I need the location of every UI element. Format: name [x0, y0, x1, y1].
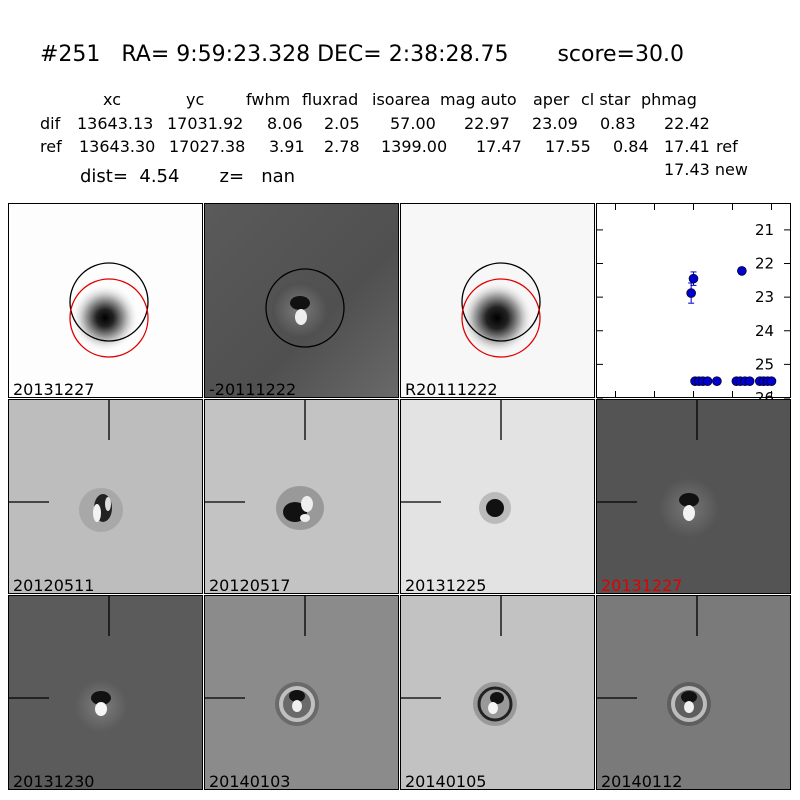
- cell-fwhm: 8.06: [267, 114, 303, 133]
- col-header-fluxrad: fluxrad: [302, 90, 359, 109]
- stamp-panel-epoch: 20140112: [596, 595, 791, 790]
- cell-fluxrad: 2.78: [324, 137, 360, 156]
- stamp-label: -20111222: [209, 380, 297, 398]
- cell-mag-auto: 17.47: [476, 137, 522, 156]
- y-tick-label: 21: [755, 221, 774, 239]
- stamp-image: [401, 400, 511, 524]
- stamp-image: [461, 262, 541, 358]
- col-header-cl-star: cl star: [581, 90, 631, 109]
- ref-suffix: ref: [716, 137, 738, 156]
- cell-xc: 13643.30: [79, 137, 156, 156]
- data-point: [712, 376, 722, 386]
- col-header-isoarea: isoarea: [372, 90, 431, 109]
- stamp-label: 20131227: [13, 380, 95, 398]
- stamp-image: [69, 262, 149, 358]
- col-header-yc: yc: [186, 90, 205, 109]
- stamp-label: 20140105: [405, 772, 487, 790]
- stamp-image: [9, 400, 123, 532]
- col-header-aper: aper: [533, 90, 570, 109]
- col-header-fwhm: fwhm: [246, 90, 291, 109]
- stamp-image: [597, 596, 711, 726]
- col-header-mag-auto: mag auto: [440, 90, 517, 109]
- cell-isoarea: 1399.00: [381, 137, 448, 156]
- cell-isoarea: 57.00: [390, 114, 436, 133]
- stamp-image: [205, 204, 398, 397]
- stamp-image: [205, 400, 324, 530]
- stamp-label: R20111222: [405, 380, 498, 398]
- cell-xc: 13643.13: [77, 114, 154, 133]
- stamp-label: 20120517: [209, 576, 291, 594]
- col-header-phmag: phmag: [641, 90, 697, 109]
- stamp-label: 20120511: [13, 576, 95, 594]
- stamp-panel-epoch: 20131230: [8, 595, 203, 790]
- black-circle: [265, 268, 345, 348]
- stamp-panel-diff-ref: -20111222: [204, 203, 399, 398]
- stamp-label: 20131230: [13, 772, 95, 790]
- stamp-panel-epoch: 20131225: [400, 399, 595, 594]
- black-circle: [69, 262, 149, 342]
- stamp-panel-ref: R20111222: [400, 203, 595, 398]
- stamp-panel-epoch-current: 20131227: [596, 399, 791, 594]
- stamp-label: 20140112: [601, 772, 683, 790]
- cell-fluxrad: 2.05: [324, 114, 360, 133]
- y-tick-label: 22: [755, 255, 774, 273]
- stamp-panel-epoch: 20140105: [400, 595, 595, 790]
- table-row-ref: ref 13643.30 17027.38 3.91 2.78 1399.00 …: [0, 137, 800, 157]
- table-row-dif: dif 13643.13 17031.92 8.06 2.05 57.00 22…: [0, 114, 800, 134]
- cell-aper: 23.09: [532, 114, 578, 133]
- candidate-title: #251 RA= 9:59:23.328 DEC= 2:38:28.75 sco…: [40, 42, 684, 67]
- stamp-label: 20131225: [405, 576, 487, 594]
- cell-yc: 17027.38: [169, 137, 246, 156]
- y-tick-label: 23: [755, 288, 774, 306]
- plot-frame: [596, 203, 791, 398]
- data-point: [702, 376, 713, 386]
- cell-phmag: 17.41: [664, 137, 710, 156]
- stamp-panel-epoch: 20140103: [204, 595, 399, 790]
- cell-cl-star: 0.83: [600, 114, 636, 133]
- stamp-image: [401, 596, 517, 726]
- red-circle: [69, 278, 149, 358]
- cell-phmag: 22.42: [664, 114, 710, 133]
- stamp-label: 20140103: [209, 772, 291, 790]
- cell-mag-auto: 22.97: [464, 114, 510, 133]
- stamp-image: [205, 596, 319, 726]
- stamp-panel-epoch: 20120511: [8, 399, 203, 594]
- cell-cl-star: 0.84: [613, 137, 649, 156]
- stamp-label-current: 20131227: [601, 576, 683, 594]
- new-mag: 17.43 new: [664, 160, 748, 179]
- row-label: ref: [40, 137, 62, 156]
- stamp-image: [597, 400, 719, 538]
- stamp-panel-epoch: 20120517: [204, 399, 399, 594]
- stamp-panel-new: 20131227: [8, 203, 203, 398]
- cell-aper: 17.55: [545, 137, 591, 156]
- distance-line: dist= 4.54 z= nan: [80, 166, 296, 187]
- black-circle: [461, 262, 541, 342]
- data-point: [688, 273, 699, 284]
- stamp-image: [9, 596, 127, 732]
- col-header-xc: xc: [103, 90, 121, 109]
- cell-yc: 17031.92: [167, 114, 244, 133]
- data-point: [766, 376, 777, 386]
- data-point: [744, 376, 755, 386]
- red-circle: [461, 278, 541, 358]
- data-point: [686, 288, 696, 298]
- data-point: [737, 266, 747, 276]
- table-header-row: xc yc fwhm fluxrad isoarea mag auto aper…: [0, 90, 800, 110]
- row-label: dif: [40, 114, 61, 133]
- y-tick-label: 24: [755, 322, 774, 340]
- cell-fwhm: 3.91: [269, 137, 305, 156]
- y-tick-label: 25: [755, 355, 774, 373]
